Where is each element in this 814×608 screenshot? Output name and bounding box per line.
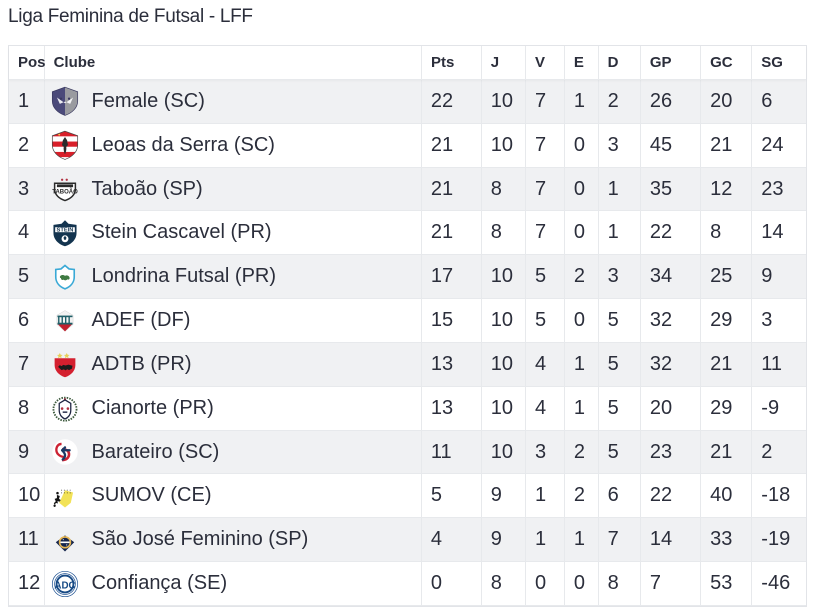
svg-text:TABOÃO: TABOÃO xyxy=(52,189,78,196)
svg-text:ADC: ADC xyxy=(54,580,75,591)
svg-text:STEIN: STEIN xyxy=(56,227,73,233)
